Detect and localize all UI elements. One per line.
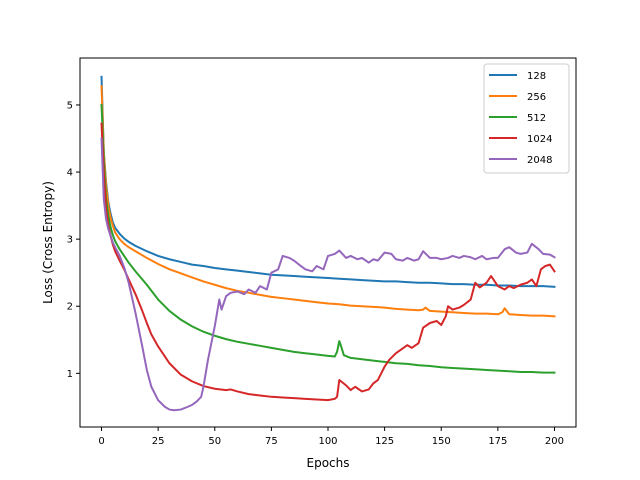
plot-area bbox=[100, 75, 556, 412]
x-tick-label: 75 bbox=[265, 436, 278, 447]
y-tick-label: 3 bbox=[67, 235, 73, 246]
y-tick-label: 5 bbox=[67, 100, 73, 111]
y-tick-label: 2 bbox=[67, 302, 73, 313]
x-axis-label: Epochs bbox=[307, 456, 350, 470]
x-tick-label: 150 bbox=[432, 436, 451, 447]
x-tick-label: 0 bbox=[98, 436, 104, 447]
series-line-256 bbox=[100, 85, 556, 318]
series-line-128 bbox=[100, 75, 556, 288]
series-line-1024 bbox=[100, 122, 556, 402]
y-axis: 1 2 3 4 5 bbox=[67, 100, 80, 380]
y-tick-label: 4 bbox=[67, 168, 73, 179]
legend-label-2048: 2048 bbox=[527, 155, 552, 166]
legend-label-128: 128 bbox=[527, 71, 546, 82]
x-axis: 0 25 50 75 100 125 150 175 200 bbox=[98, 427, 564, 447]
legend: 128 256 512 1024 2048 bbox=[483, 63, 570, 174]
y-axis-label: Loss (Cross Entropy) bbox=[41, 181, 55, 304]
x-tick-label: 125 bbox=[375, 436, 394, 447]
x-tick-label: 175 bbox=[488, 436, 507, 447]
legend-label-256: 256 bbox=[527, 92, 546, 103]
x-tick-label: 25 bbox=[152, 436, 165, 447]
series-line-512 bbox=[100, 103, 556, 374]
legend-box bbox=[483, 63, 570, 174]
x-tick-label: 200 bbox=[545, 436, 564, 447]
y-tick-label: 1 bbox=[67, 369, 73, 380]
x-tick-label: 100 bbox=[318, 436, 337, 447]
series-line-2048 bbox=[100, 137, 556, 412]
legend-label-1024: 1024 bbox=[527, 134, 552, 145]
legend-label-512: 512 bbox=[527, 113, 546, 124]
x-tick-label: 50 bbox=[208, 436, 221, 447]
